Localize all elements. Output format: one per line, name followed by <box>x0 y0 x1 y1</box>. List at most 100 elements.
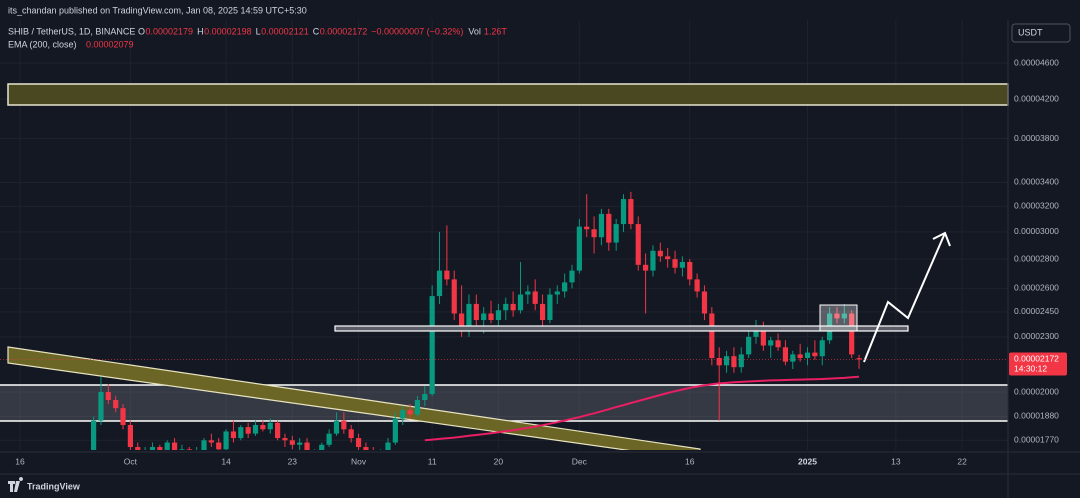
y-tick-label: 0.00004600 <box>1014 57 1059 67</box>
candle-body <box>186 449 192 450</box>
y-tick-label: 0.00003800 <box>1014 133 1059 143</box>
x-tick-label: 11 <box>428 456 437 466</box>
candle-body <box>216 442 222 450</box>
candle-body <box>135 447 141 450</box>
candle-body <box>481 313 487 321</box>
candle-body <box>414 400 421 415</box>
candle-body <box>569 270 575 283</box>
candle-body <box>252 424 259 434</box>
candle-body <box>584 226 590 230</box>
candle-body <box>532 291 538 304</box>
y-tick-label: 0.00002450 <box>1014 306 1059 316</box>
ohlc-readout: O 0.00002179 H 0.00002198 L 0.00002121 C 0.0000… <box>138 26 507 36</box>
readout-text: −0.00000007 (−0.32%) <box>371 26 463 36</box>
support-zone <box>0 385 1008 421</box>
candle-body <box>849 313 855 355</box>
candle-body <box>598 213 605 238</box>
candle-body <box>510 303 516 311</box>
highlight-box <box>819 304 858 332</box>
currency-button[interactable] <box>1011 23 1071 43</box>
candle-body <box>466 303 472 331</box>
candle-body <box>319 444 325 450</box>
level-box <box>334 325 909 332</box>
candle-body <box>208 440 214 443</box>
candle-body <box>709 313 715 358</box>
candle-body <box>444 270 450 280</box>
y-tick-label: 0.00003200 <box>1014 201 1059 211</box>
candle-body <box>400 410 406 419</box>
candle-body <box>856 358 862 360</box>
candle-body <box>304 442 310 450</box>
candle-body <box>576 226 582 271</box>
y-tick-label: 0.00003000 <box>1014 226 1059 236</box>
candle-body <box>841 313 847 319</box>
x-tick-label: 20 <box>494 456 504 466</box>
published-line: its_chandan published on TradingView.com… <box>8 5 307 15</box>
currency[interactable]: USDT <box>1018 27 1043 37</box>
candle-body <box>164 442 170 450</box>
y-tick-label: 0.00001880 <box>1014 411 1059 421</box>
candle-body <box>230 431 237 439</box>
x-tick-label: 13 <box>891 456 901 466</box>
candle-body <box>731 356 737 368</box>
candle-body <box>643 264 649 271</box>
resistance-zone <box>7 83 1009 106</box>
y-tick-label: 0.00002600 <box>1014 283 1059 293</box>
candle-body <box>422 394 428 401</box>
candle-body <box>459 313 465 331</box>
candle-body <box>113 400 119 409</box>
readout-text: 1.26T <box>484 26 508 36</box>
candle-body <box>179 449 185 450</box>
candle-body <box>289 440 295 445</box>
candle-body <box>716 357 722 366</box>
candle-body <box>804 352 811 358</box>
candle-body <box>223 431 229 450</box>
candle-body <box>606 213 612 243</box>
candle-body <box>127 424 133 448</box>
y-tick-label: 0.00002000 <box>1014 386 1059 396</box>
countdown: 14:30:12 <box>1014 364 1047 374</box>
x-tick-label: 2025 <box>798 456 817 466</box>
candle-body <box>157 447 163 450</box>
candle-body <box>451 279 457 314</box>
candle-body <box>385 442 391 450</box>
x-tick-label: Oct <box>124 456 138 466</box>
candle-body <box>495 310 501 321</box>
candle-body <box>657 250 663 257</box>
readout-text: H <box>197 26 204 36</box>
candle-body <box>775 340 781 348</box>
arrow-head <box>932 231 951 247</box>
y-tick-label: 0.00001770 <box>1014 435 1059 445</box>
candle-body <box>105 392 111 401</box>
candle-body <box>562 282 568 292</box>
candles <box>91 191 862 450</box>
brand: TradingView <box>27 481 81 491</box>
ema-line <box>424 375 860 442</box>
grid <box>0 20 1008 450</box>
candle-body <box>768 340 774 346</box>
candle-body <box>723 356 730 366</box>
last-price-label: 0.00002172 <box>1014 354 1059 364</box>
candle-body <box>738 354 744 368</box>
trend-channel <box>7 346 701 450</box>
candle-body <box>790 354 796 362</box>
candle-body <box>333 420 340 434</box>
readout-text: 0.00002198 <box>204 26 252 36</box>
readout-text: O <box>138 26 145 36</box>
readout-text: L <box>256 26 261 36</box>
candle-body <box>679 261 685 268</box>
candle-body <box>517 294 524 311</box>
candle-body <box>297 442 303 445</box>
candle-body <box>620 199 627 225</box>
candle-body <box>238 427 244 439</box>
last-price-box <box>1009 352 1067 376</box>
projection-arrow <box>863 232 946 363</box>
readout-text: Vol <box>468 26 481 36</box>
candle-body <box>819 340 825 357</box>
candle-body <box>687 261 693 280</box>
candle-body <box>665 256 671 260</box>
candle-body <box>812 352 818 357</box>
x-tick-label: 23 <box>288 456 298 466</box>
y-tick-label: 0.00004200 <box>1014 93 1059 103</box>
